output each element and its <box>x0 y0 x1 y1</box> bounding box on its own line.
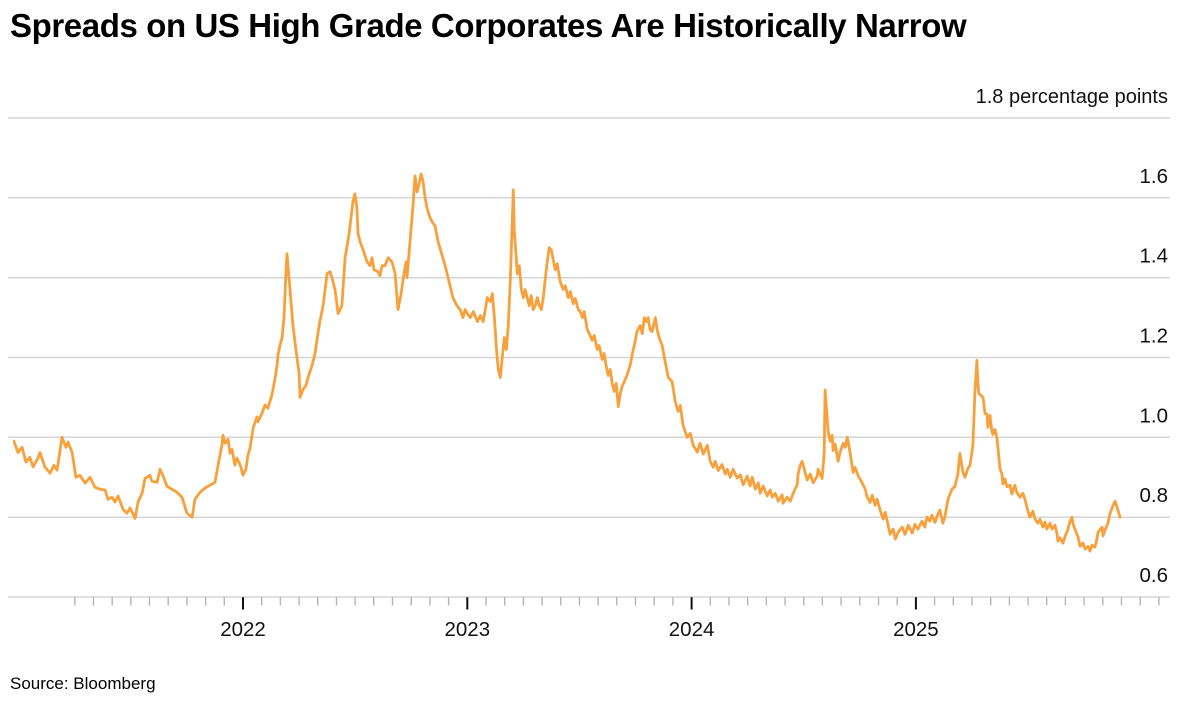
y-axis-label: 1.4 <box>1140 245 1169 268</box>
spread-line <box>12 172 1122 553</box>
source-label: Source: Bloomberg <box>10 674 156 693</box>
chart-title: Spreads on US High Grade Corporates Are … <box>10 7 967 44</box>
x-axis-label: 2024 <box>669 618 715 641</box>
gridlines <box>8 117 1170 598</box>
y-axis-label: 1.6 <box>1140 165 1169 188</box>
x-axis-labels: 2022 2023 2024 2025 <box>220 618 939 641</box>
x-axis-label: 2025 <box>893 618 939 641</box>
y-axis-labels: 1.6 1.4 1.2 1.0 0.8 0.6 <box>1140 165 1169 587</box>
y-axis-unit-label: 1.8 percentage points <box>976 86 1168 108</box>
x-axis-ticks <box>74 597 1160 610</box>
y-axis-label: 0.8 <box>1140 484 1169 507</box>
y-axis-label: 1.0 <box>1140 404 1169 427</box>
y-axis-label: 0.6 <box>1140 564 1169 587</box>
x-axis-label: 2022 <box>220 618 266 641</box>
x-axis-label: 2023 <box>444 618 490 641</box>
y-axis-label: 1.2 <box>1140 325 1169 348</box>
